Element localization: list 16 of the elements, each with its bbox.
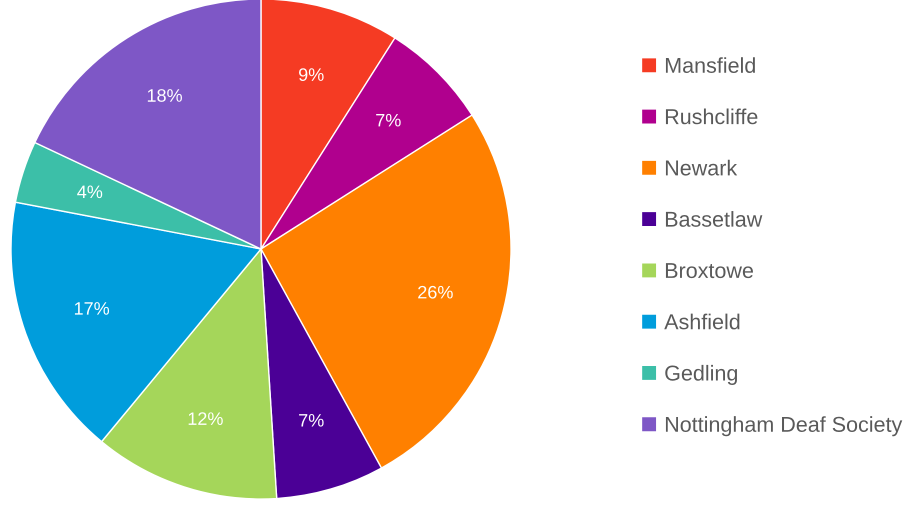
data-label: 7%	[376, 114, 401, 126]
data-label: 17%	[74, 302, 110, 315]
data-label: 7%	[299, 414, 324, 427]
legend-label: Broxtowe	[666, 263, 753, 278]
data-label: 26%	[418, 286, 453, 299]
legend-label: Bassetlaw	[666, 211, 762, 227]
legend-label: Gedling	[665, 364, 737, 385]
legend-label: Mansfield	[666, 57, 755, 74]
legend-label: Newark	[666, 160, 738, 176]
data-label: 9%	[299, 68, 324, 81]
data-label: 18%	[148, 89, 182, 102]
data-label: 12%	[188, 412, 223, 425]
legend-label: Nottingham Deaf Society	[666, 416, 902, 436]
data-label: 4%	[77, 186, 102, 198]
legend-label: Ashfield	[664, 314, 740, 330]
legend-label: Rushcliffe	[666, 108, 758, 124]
